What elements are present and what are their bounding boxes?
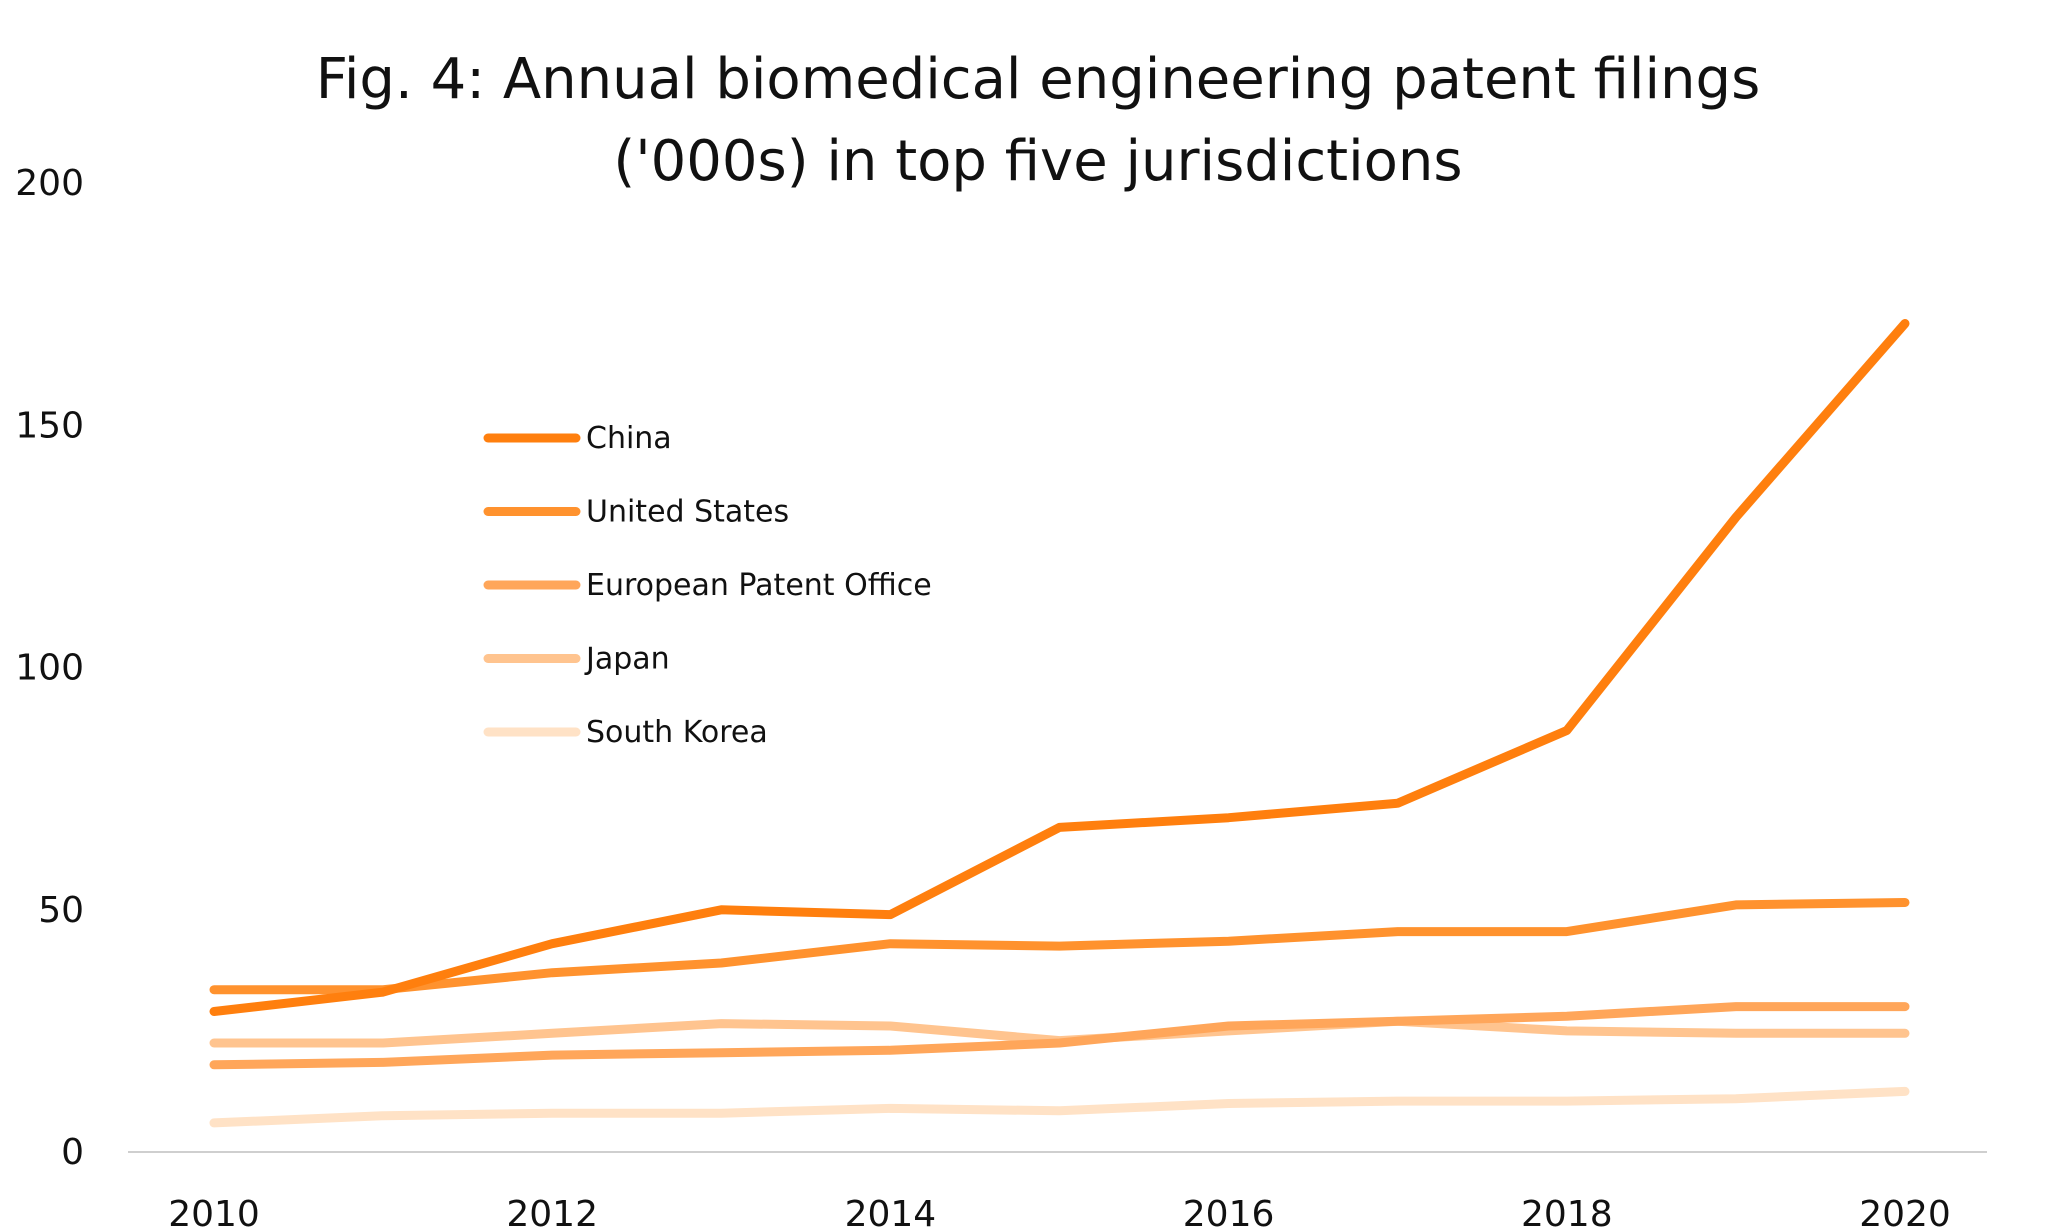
x-tick-label: 2014 [845, 1194, 937, 1230]
y-axis: 0 50 100 150 200 [15, 163, 84, 1173]
chart-title-line-1: Fig. 4: Annual biomedical engineering pa… [316, 47, 1761, 112]
y-tick-label: 50 [38, 890, 84, 931]
y-tick-label: 150 [15, 405, 84, 446]
legend-label: China [586, 421, 672, 456]
series-line-china [209, 319, 1910, 1016]
legend-label: South Korea [586, 715, 768, 750]
legend: China United States European Patent Office… [483, 421, 932, 750]
x-tick-label: 2016 [1183, 1194, 1275, 1230]
y-tick-label: 0 [61, 1132, 84, 1173]
y-tick-label: 100 [15, 648, 84, 689]
chart-title: Fig. 4: Annual biomedical engineering pa… [316, 47, 1761, 194]
legend-label: United States [586, 495, 789, 530]
y-tick-label: 200 [15, 163, 84, 204]
x-tick-label: 2020 [1859, 1194, 1951, 1230]
legend-item-china: China [483, 421, 672, 456]
x-tick-label: 2012 [506, 1194, 598, 1230]
legend-item-japan: Japan [483, 642, 670, 677]
legend-item-south-korea: South Korea [483, 715, 768, 750]
series-lines [209, 319, 1910, 1128]
x-tick-label: 2010 [168, 1194, 260, 1230]
series-line-european-patent-office [209, 1002, 1910, 1070]
x-axis: 2010 2012 2014 2016 2018 2020 [128, 1151, 1987, 1230]
x-tick-label: 2018 [1521, 1194, 1613, 1230]
legend-item-european-patent-office: European Patent Office [483, 568, 932, 603]
series-line-united-states [209, 898, 1910, 995]
legend-label: Japan [584, 642, 670, 677]
series-line-south-korea [209, 1086, 1910, 1128]
legend-label: European Patent Office [586, 568, 932, 603]
chart-title-line-2: ('000s) in top five jurisdictions [613, 129, 1462, 194]
legend-item-united-states: United States [483, 495, 789, 530]
